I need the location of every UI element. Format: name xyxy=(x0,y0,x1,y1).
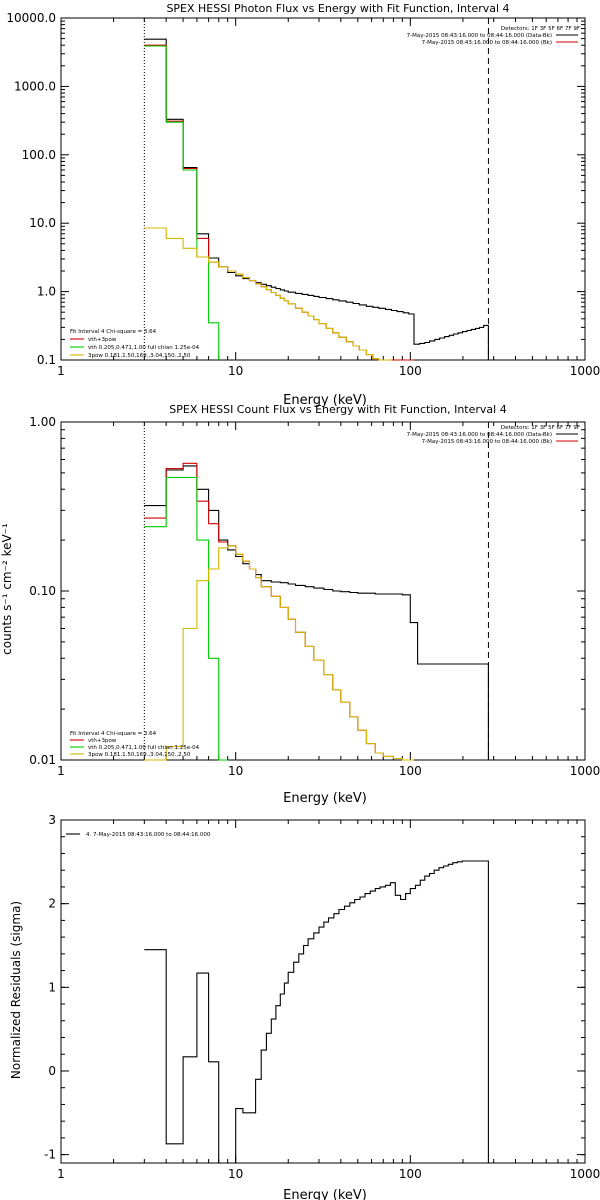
data-series-1 xyxy=(144,860,489,1164)
y-tick-label: 0.1 xyxy=(37,353,56,367)
plot-frame xyxy=(60,421,586,761)
panel2-ylabel: counts s⁻¹ cm⁻² keV⁻¹ xyxy=(0,523,14,655)
y-tick-label: 1 xyxy=(48,980,56,994)
panel2-detectors: Detectors: 1F 3F 5F 6F 7F 9F xyxy=(501,425,580,431)
panel2-legend-3: 3pow 0.181,1.50,169.,3.04,150.,2.50 xyxy=(88,752,191,758)
panel1-top-legend-1: 7-May-2015 08:43:16.000 to 08:44:16.000 … xyxy=(407,33,552,39)
y-tick-label: 3 xyxy=(48,813,56,827)
y-tick-label: 0 xyxy=(48,1064,56,1078)
plot-frame xyxy=(60,819,586,1164)
y-tick-label: 2 xyxy=(48,897,56,911)
x-tick-label: 1 xyxy=(57,764,65,778)
x-tick-label: 1 xyxy=(57,364,65,378)
panel1-detectors: Detectors: 1F 3F 5F 6F 7F 9F xyxy=(501,26,580,32)
panel2-plot: 1 10 100 1000 0.01 0.10 1.00 xyxy=(29,415,600,778)
panel1-xlabel: Energy (keV) xyxy=(283,393,367,408)
panel1-legend-3: 3pow 0.181,1.50,169.,3.04,150.,2.50 xyxy=(88,353,191,359)
y-tick-label: 10000.0 xyxy=(6,11,56,25)
x-tick-label: 1 xyxy=(57,1167,65,1181)
y-tick-label: 10.0 xyxy=(29,216,56,230)
data-series-2 xyxy=(144,462,414,761)
x-tick-label: 1000 xyxy=(570,764,600,778)
x-tick-label: 10 xyxy=(228,1167,243,1181)
y-tick-label: 1.0 xyxy=(37,285,56,299)
panel2-legend-1: vth+3pow xyxy=(88,738,117,744)
panel1-top-legend-2: 7-May-2015 08:43:16.000 to 08:44:16.000 … xyxy=(422,40,552,46)
x-tick-label: 100 xyxy=(399,364,422,378)
y-tick-label: 1.00 xyxy=(29,415,56,429)
panel2-xlabel: Energy (keV) xyxy=(283,791,367,806)
y-tick-label: 0.01 xyxy=(29,753,56,767)
panel2-top-legend-2: 7-May-2015 08:43:16.000 to 08:44:16.000 … xyxy=(422,439,552,445)
data-series-4 xyxy=(144,227,392,361)
plot-frame xyxy=(60,17,586,361)
data-series-3 xyxy=(144,476,228,761)
y-tick-label: -1 xyxy=(44,1148,56,1162)
panel1-legend-2: vth 0.205,0.471,1.00 full chian 1.25e-04 xyxy=(88,345,200,351)
panel1-fit-info: Fit Interval 4 Chi-square = 3.64 xyxy=(70,329,157,335)
x-tick-label: 10 xyxy=(228,364,243,378)
y-tick-label: 1000.0 xyxy=(14,79,56,93)
x-tick-label: 1000 xyxy=(570,1167,600,1181)
panel3-ylabel: Normalized Residuals (sigma) xyxy=(9,901,23,1079)
panel2-legend-2: vth 0.205,0.471,1.00 full chian 1.25e-04 xyxy=(88,745,200,751)
y-tick-label: 0.10 xyxy=(29,584,56,598)
x-tick-label: 100 xyxy=(399,764,422,778)
x-tick-label: 100 xyxy=(399,1167,422,1181)
data-series-4 xyxy=(144,545,414,761)
panel2-title: SPEX HESSI Count Flux vs Energy with Fit… xyxy=(169,403,506,416)
x-tick-label: 10 xyxy=(228,764,243,778)
data-series-3 xyxy=(144,45,220,360)
panel2-fit-info: Fit Interval 4 Chi-square = 3.64 xyxy=(70,731,157,737)
data-series-1 xyxy=(144,465,489,760)
panel3-plot: 1 10 100 1000 -1 0 1 2 3 xyxy=(44,813,600,1181)
panel1-plot: 1 10 100 1000 0.1 1.0 10.0 100.0 1000.0 10000.0 xyxy=(6,11,600,378)
panel2-top-legend-1: 7-May-2015 08:43:16.000 to 08:44:16.000 … xyxy=(407,432,552,438)
y-tick-label: 100.0 xyxy=(22,148,56,162)
panel1-title: SPEX HESSI Photon Flux vs Energy with Fi… xyxy=(166,2,509,15)
panel3-xlabel: Energy (keV) xyxy=(283,1188,367,1200)
data-series-1 xyxy=(144,38,489,360)
data-series-2 xyxy=(144,44,414,361)
panel1-legend-1: vth+3pow xyxy=(88,337,117,343)
x-tick-label: 1000 xyxy=(570,364,600,378)
panel3-legend-1: 4. 7-May-2015 08:43:16.000 to 08:44:16.0… xyxy=(86,832,211,838)
